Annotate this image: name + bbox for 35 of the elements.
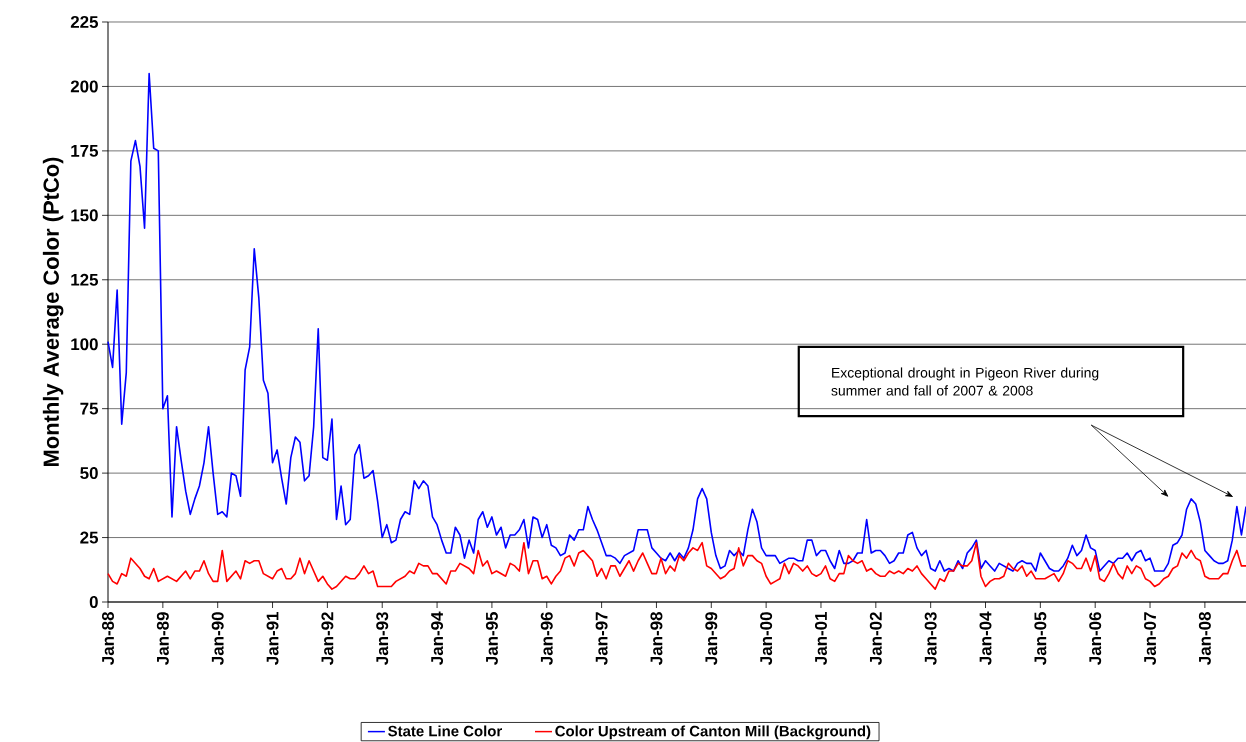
x-tick-label: Jan-04 <box>979 611 992 665</box>
x-tick-label: Jan-00 <box>760 612 773 665</box>
x-tick-label: Jan-95 <box>485 611 498 665</box>
x-tick-label: Jan-02 <box>869 612 882 665</box>
y-tick-label: 0 <box>89 596 98 608</box>
y-tick-label: 25 <box>80 531 99 544</box>
x-tick-label: Jan-94 <box>431 611 444 665</box>
legend-label: State Line Color <box>388 725 503 737</box>
x-tick-label: Jan-98 <box>650 612 663 665</box>
x-tick-label: Jan-99 <box>705 612 718 665</box>
y-tick-label: 175 <box>71 144 99 157</box>
x-tick-label: Jan-90 <box>211 612 224 665</box>
x-tick-label: Jan-97 <box>595 612 608 665</box>
y-tick-label: 225 <box>70 16 99 28</box>
y-tick-label: 75 <box>80 402 99 415</box>
x-tick-label: Jan-88 <box>102 612 114 665</box>
x-tick-label: Jan-01 <box>814 611 827 665</box>
x-tick-label: Jan-92 <box>321 612 334 665</box>
y-tick-label: 50 <box>80 467 98 480</box>
x-tick-label: Jan-07 <box>1144 612 1157 665</box>
x-tick-label: Jan-06 <box>1089 612 1102 665</box>
legend-label: Color Upstream of Canton Mill (Background) <box>555 725 871 740</box>
x-tick-label: Jan-93 <box>376 612 389 665</box>
y-axis-title: Monthly Average Color (PtCo) <box>42 157 64 466</box>
annotation: Exceptional drought in Pigeon River during summer and fall of 2007 & 2008 <box>831 367 1099 396</box>
x-tick-label: Jan-03 <box>924 612 937 665</box>
x-tick-label: Jan-96 <box>540 612 553 665</box>
x-tick-label: Jan-89 <box>156 612 169 665</box>
x-tick-label: Jan-05 <box>1034 611 1047 665</box>
y-tick-label: 200 <box>70 80 98 93</box>
y-tick-label: 150 <box>71 209 98 222</box>
y-tick-label: 125 <box>71 273 99 286</box>
x-tick-label: Jan-08 <box>1198 612 1211 665</box>
x-tick-label: Jan-91 <box>266 611 279 665</box>
y-tick-label: 100 <box>71 338 98 351</box>
